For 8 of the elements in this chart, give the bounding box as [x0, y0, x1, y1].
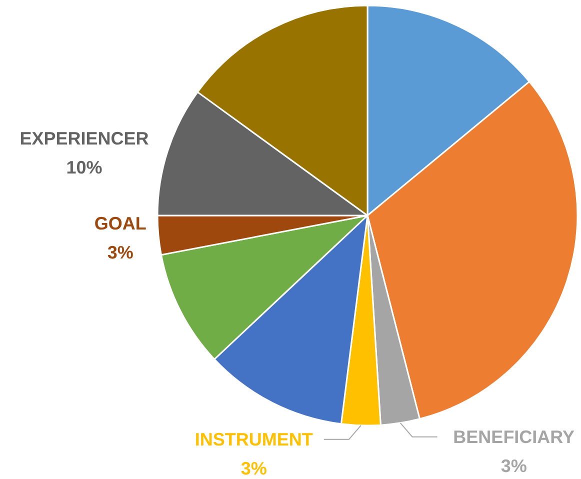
slice-label: EXPERIENCER — [20, 128, 149, 149]
slice-label: GOAL — [94, 213, 146, 234]
data-label: 3% — [107, 242, 134, 262]
slice-label: INSTRUMENT — [194, 429, 313, 450]
slice-label: BENEFICIARY — [453, 426, 575, 447]
data-label: 3% — [240, 458, 267, 478]
data-label: 10% — [66, 158, 102, 178]
data-label: 3% — [500, 456, 527, 476]
